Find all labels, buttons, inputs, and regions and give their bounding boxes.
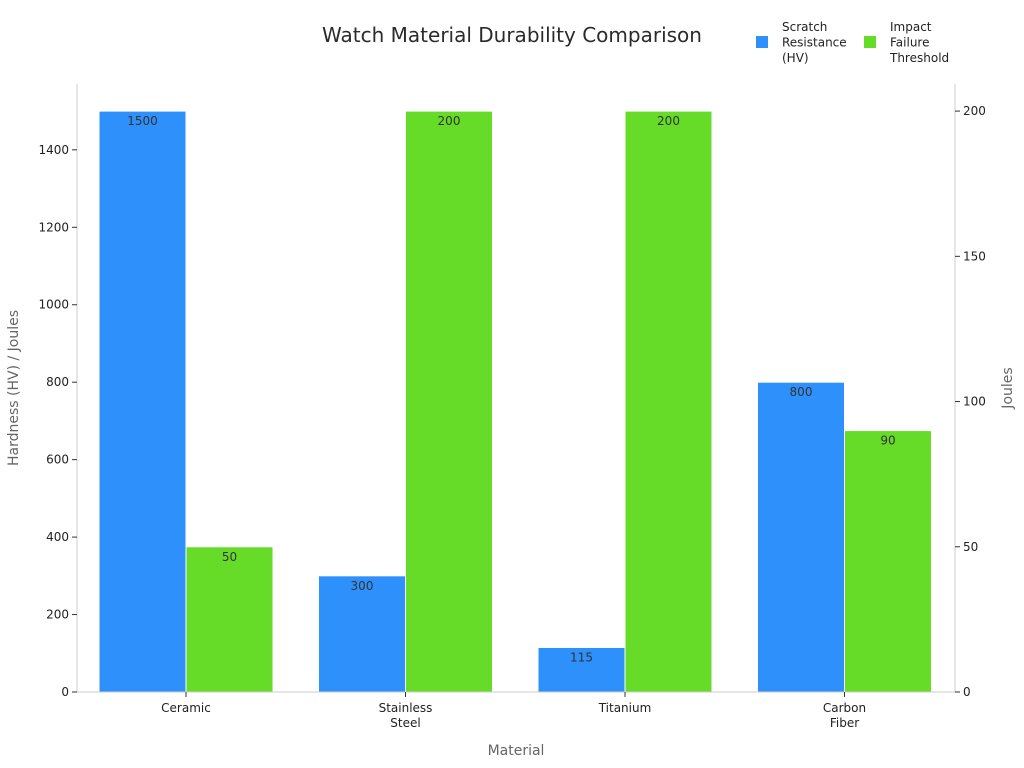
left-tick-label: 800 — [46, 375, 69, 389]
right-axis-ticks: 0 50 100 150 200 — [955, 104, 986, 699]
left-tick-label: 1000 — [38, 298, 69, 312]
legend-swatch — [864, 36, 876, 48]
left-tick-label: 0 — [61, 685, 69, 699]
bar-value-label: 200 — [657, 114, 680, 128]
right-tick-label: 150 — [963, 249, 986, 263]
bar-impact-3 — [844, 430, 932, 693]
bar-impact-2 — [624, 110, 713, 693]
bar-scratch-1 — [318, 575, 406, 693]
left-axis-ticks: 0 200 400 600 800 1000 1200 1400 — [38, 143, 77, 699]
right-tick-label: 200 — [963, 104, 986, 118]
left-tick-label: 200 — [46, 608, 69, 622]
y-axis-left-title: Hardness (HV) / Joules — [6, 310, 22, 466]
right-tick-label: 0 — [963, 685, 971, 699]
x-axis-ticks: Ceramic Stainless Steel Titanium Carbon Fiber — [161, 692, 866, 730]
bar-scratch-2 — [537, 646, 626, 693]
chart-title: Watch Material Durability Comparison — [322, 23, 702, 47]
left-tick-label: 600 — [46, 453, 69, 467]
bar-value-label: 300 — [351, 579, 374, 593]
bar-value-label: 90 — [880, 434, 895, 448]
left-tick-label: 1200 — [38, 220, 69, 234]
x-tick-label: Ceramic — [161, 701, 211, 715]
bar-scratch-3 — [757, 381, 845, 693]
legend-label: Impact Failure Threshold — [889, 20, 949, 65]
bar-labels-group: 1500 300 115 800 50 200 200 90 — [127, 114, 895, 664]
bar-value-label: 115 — [570, 650, 593, 664]
right-tick-label: 50 — [963, 540, 978, 554]
legend-label: Scratch Resistance (HV) — [782, 20, 847, 65]
bar-value-label: 1500 — [127, 114, 158, 128]
bar-value-label: 800 — [790, 385, 813, 399]
legend-item-0: Scratch Resistance (HV) — [756, 20, 847, 65]
bars-group — [98, 110, 932, 693]
x-tick-label: Carbon Fiber — [823, 701, 866, 730]
left-tick-label: 400 — [46, 530, 69, 544]
legend-item-1: Impact Failure Threshold — [864, 20, 949, 65]
bar-scratch-0 — [98, 110, 187, 693]
x-axis-title: Material — [488, 743, 545, 759]
legend: Scratch Resistance (HV) Impact Failure Thresh… — [756, 20, 949, 65]
bar-value-label: 200 — [438, 114, 461, 128]
y-axis-right-title: Joules — [1000, 367, 1016, 409]
bar-impact-0 — [185, 546, 274, 693]
left-tick-label: 1400 — [38, 143, 69, 157]
bar-impact-1 — [405, 110, 493, 693]
x-tick-label: Stainless Steel — [379, 701, 433, 730]
right-tick-label: 100 — [963, 395, 986, 409]
x-tick-label: Titanium — [598, 701, 652, 715]
legend-swatch — [756, 36, 768, 48]
bar-value-label: 50 — [222, 550, 237, 564]
